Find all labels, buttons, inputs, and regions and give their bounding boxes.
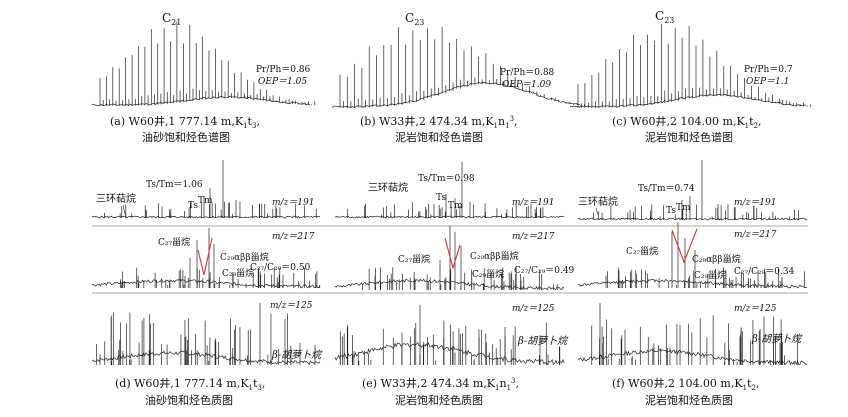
panel-a-peaks bbox=[99, 21, 316, 106]
panel-e-mass-chromatogram: 三环萜烷 Ts/Tm＝0.98 Ts Tm m/z＝191 m/z＝217 C₂… bbox=[334, 162, 575, 407]
panel-c-baseline bbox=[569, 93, 806, 108]
panel-f-m191-label: m/z＝191 bbox=[734, 198, 777, 208]
panel-f-caption-1: (f) W60井,2 104.00 m,K1t2, bbox=[612, 376, 759, 392]
panel-d-carotane: β-胡萝卜烷 bbox=[271, 349, 323, 361]
panel-c-caption-2: 泥岩饱和烃色谱图 bbox=[645, 130, 733, 144]
panel-c-chromatogram: C23 Pr/Ph＝0.7 OEP＝1.1 (c) W60井,2 104.00 … bbox=[569, 9, 811, 144]
panel-c-peaks bbox=[577, 24, 811, 108]
panel-f-carotane: β-胡萝卜烷 bbox=[751, 333, 803, 345]
panel-f-terpane-pointer bbox=[595, 207, 599, 216]
panel-b-baseline bbox=[331, 82, 581, 109]
panel-e-m125-trace bbox=[334, 305, 565, 366]
panel-e-m217-trace bbox=[334, 226, 565, 291]
panel-a-caption-2: 油砂饱和烃色谱图 bbox=[142, 130, 230, 144]
noise-trace bbox=[577, 278, 808, 289]
panel-c-peak-label: C23 bbox=[655, 9, 674, 25]
panel-f-caption-2: 泥岩饱和烃色质图 bbox=[645, 393, 733, 407]
panel-c-caption-1: (c) W60井,2 104.00 m,K1t2, bbox=[612, 114, 762, 130]
panel-e-terpane-label: 三环萜烷 bbox=[368, 181, 408, 194]
panel-a-pr-ph: Pr/Ph＝0.86 bbox=[256, 65, 311, 75]
panel-b-pr-ph: Pr/Ph＝0.88 bbox=[500, 68, 555, 78]
panel-d-red-marker bbox=[197, 237, 213, 276]
panel-f-c27: C₂₇甾烷 bbox=[626, 245, 658, 257]
panel-e-ts-tm: Ts/Tm＝0.98 bbox=[418, 174, 475, 184]
panel-b-caption-2: 泥岩饱和烃色谱图 bbox=[395, 130, 483, 144]
panel-c-pr-ph: Pr/Ph＝0.7 bbox=[744, 65, 793, 75]
panel-f-ts-tm: Ts/Tm＝0.74 bbox=[638, 184, 695, 194]
panel-d-m217-trace bbox=[91, 228, 321, 289]
panel-e-c27: C₂₇甾烷 bbox=[398, 253, 430, 265]
panel-e-caption-2: 泥岩饱和烃色质图 bbox=[395, 393, 483, 407]
panel-f-c29: C₂₉甾烷 bbox=[694, 269, 726, 281]
panel-f-ratio: C₂₇/C₂₉＝0.34 bbox=[734, 267, 795, 277]
panel-d-m191-trace bbox=[91, 160, 320, 219]
panel-b-caption-1: (b) W33井,2 474.34 m,K1n13, bbox=[360, 114, 518, 130]
panel-a-peak-label: C21 bbox=[162, 11, 181, 27]
panel-d-m125-label: m/z＝125 bbox=[270, 301, 313, 311]
panel-e-ratio: C₂₇/C₂₉＝0.49 bbox=[514, 266, 575, 276]
panel-a-caption-1: (a) W60井,1 777.14 m,K1t3, bbox=[110, 114, 260, 130]
noise-trace bbox=[91, 278, 321, 289]
panel-d-m125-trace bbox=[91, 303, 321, 366]
panel-d-m191-label: m/z＝191 bbox=[272, 198, 315, 208]
panel-d-caption-2: 油砂饱和烃色质图 bbox=[145, 393, 233, 407]
panel-d-terpane-label: 三环萜烷 bbox=[96, 192, 136, 205]
panel-f-ts: Ts bbox=[666, 206, 676, 216]
panel-b-peak-label: C23 bbox=[405, 11, 424, 27]
panel-f-mass-chromatogram: 三环萜烷 Ts/Tm＝0.74 Ts Tm m/z＝191 m/z＝217 C₂… bbox=[577, 160, 808, 407]
panel-a-chromatogram: C21 Pr/Ph＝0.86 OEP＝1.05 (a) W60井,1 777.1… bbox=[91, 11, 316, 144]
panel-d-terpane-pointer bbox=[122, 204, 126, 215]
panel-e-caption-1: (e) W33井,2 474.34 m,K1n13, bbox=[362, 376, 519, 392]
panel-e-tm: Tm bbox=[448, 201, 463, 211]
panel-e-m191-trace bbox=[334, 162, 565, 219]
panel-e-c29abb: C₂₉αββ甾烷 bbox=[470, 250, 519, 262]
panel-e-red-marker bbox=[444, 237, 461, 271]
panel-f-m191-trace bbox=[577, 160, 808, 221]
panel-f-tm: Tm bbox=[676, 203, 691, 213]
panel-c-oep: OEP＝1.1 bbox=[746, 77, 789, 87]
panel-f-red-marker bbox=[671, 228, 698, 264]
panel-e-m125-label: m/z＝125 bbox=[512, 304, 555, 314]
panel-f-m125-trace bbox=[577, 303, 808, 366]
noise-trace bbox=[334, 341, 565, 366]
panel-e-c29: C₂₉甾烷 bbox=[472, 268, 504, 280]
panel-f-m217-trace bbox=[577, 222, 808, 289]
panel-d-ts: Ts bbox=[188, 201, 198, 211]
panel-d-m217-label: m/z＝217 bbox=[272, 232, 315, 242]
panel-d-c27: C₂₇甾烷 bbox=[158, 236, 190, 248]
panel-d-tm: Tm bbox=[198, 196, 213, 206]
panel-a-oep: OEP＝1.05 bbox=[258, 77, 307, 87]
panel-d-mass-chromatogram: 三环萜烷 Ts/Tm＝1.06 Ts Tm m/z＝191 m/z＝217 C₂… bbox=[91, 160, 323, 407]
noise-trace bbox=[577, 348, 808, 366]
noise-trace bbox=[91, 215, 320, 219]
panel-d-ratio: C₂₇/C₂₉＝0.50 bbox=[250, 263, 311, 273]
panel-e-ts: Ts bbox=[436, 193, 446, 203]
panel-e-m191-label: m/z＝191 bbox=[512, 198, 555, 208]
panel-e-carotane: β-胡萝卜烷 bbox=[517, 335, 569, 347]
panel-a-baseline bbox=[91, 95, 311, 107]
panel-f-m217-label: m/z＝217 bbox=[734, 230, 777, 240]
panel-b-chromatogram: C23 Pr/Ph＝0.88 OEP＝1.09 (b) W33井,2 474.3… bbox=[331, 11, 585, 144]
panel-e-m217-label: m/z＝217 bbox=[512, 232, 555, 242]
panel-f-m125-label: m/z＝125 bbox=[734, 304, 777, 314]
panel-d-ts-tm: Ts/Tm＝1.06 bbox=[146, 180, 203, 190]
panel-d-c29abb: C₂₉αββ甾烷 bbox=[220, 251, 269, 263]
noise-trace bbox=[334, 215, 565, 219]
panel-f-c29abb: C₂₉αββ甾烷 bbox=[692, 253, 741, 265]
panel-f-terpane-label: 三环萜烷 bbox=[578, 195, 618, 208]
panel-d-caption-1: (d) W60井,1 777.14 m,K1t3, bbox=[115, 376, 265, 392]
panel-d-c29: C₂₉甾烷 bbox=[222, 267, 254, 279]
panel-b-oep: OEP＝1.09 bbox=[502, 80, 551, 90]
